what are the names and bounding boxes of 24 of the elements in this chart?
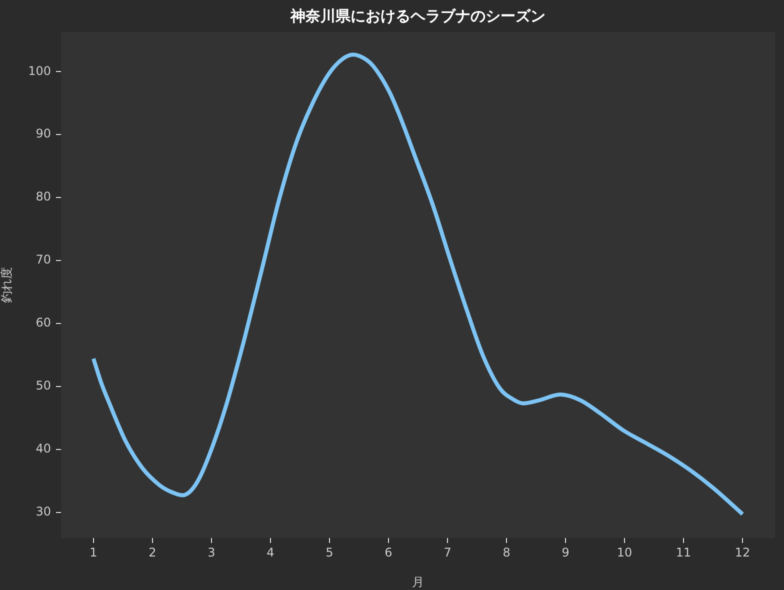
- x-axis-title: 月: [412, 574, 424, 589]
- y-tick-label: 80: [36, 190, 51, 204]
- y-tick-label: 70: [36, 252, 51, 267]
- x-tick-label: 7: [444, 545, 452, 560]
- x-tick-label: 9: [562, 545, 570, 560]
- x-tick-label: 12: [734, 545, 750, 560]
- x-tick-label: 2: [148, 545, 156, 560]
- y-tick-label: 100: [28, 64, 51, 78]
- y-tick-label: 50: [36, 378, 51, 392]
- x-tick-label: 6: [384, 545, 392, 560]
- x-tick-label: 10: [616, 545, 632, 560]
- x-tick-label: 8: [502, 545, 510, 560]
- chart-title: 神奈川県におけるヘラブナのシーズン: [290, 6, 546, 25]
- x-tick-label: 3: [208, 545, 216, 560]
- x-tick-label: 11: [676, 545, 692, 560]
- y-tick-label: 90: [36, 126, 51, 141]
- line-series: [91, 52, 745, 516]
- y-tick-label: 30: [36, 504, 51, 518]
- y-axis-title: 釣れ度: [0, 267, 14, 303]
- x-tick-label: 1: [90, 545, 98, 560]
- y-tick-label: 60: [36, 316, 51, 330]
- x-tick-label: 5: [326, 545, 334, 560]
- y-tick-label: 40: [36, 441, 51, 456]
- x-tick-label: 4: [266, 545, 274, 560]
